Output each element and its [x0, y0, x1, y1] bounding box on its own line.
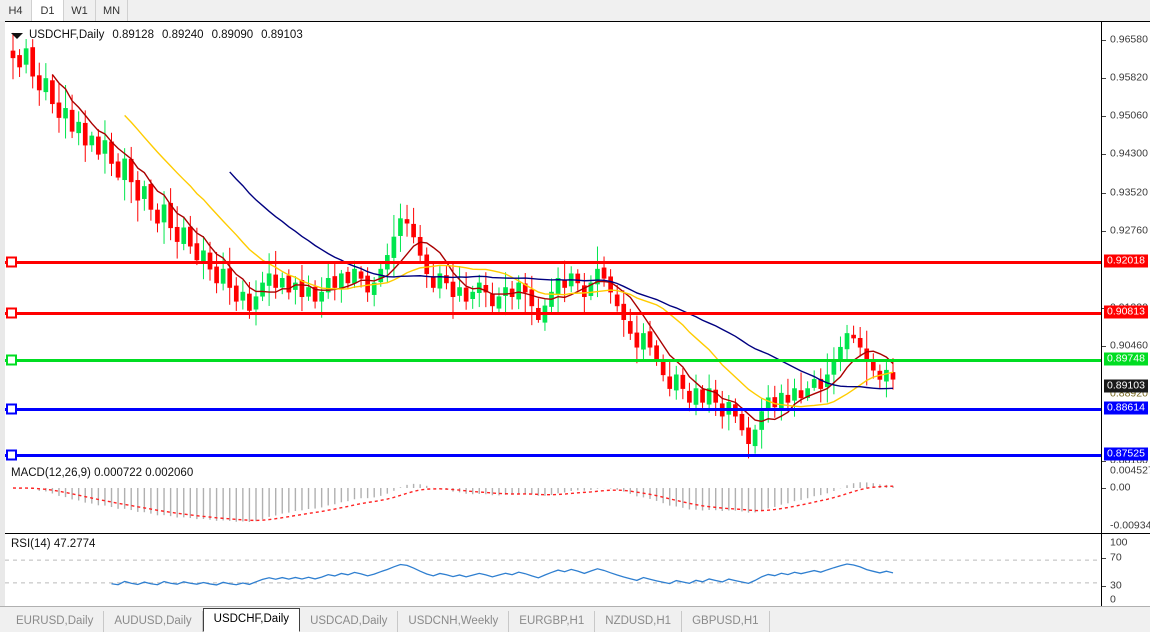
chart-window: USDCHF,Daily 0.89128 0.89240 0.89090 0.8… [0, 21, 1150, 620]
ohlc-close: 0.89103 [261, 29, 303, 41]
level-line-support-upper[interactable] [5, 408, 1101, 411]
level-anchor-resistance-lower[interactable] [6, 307, 17, 319]
level-anchor-resistance-upper[interactable] [6, 256, 17, 268]
rsi-pane[interactable]: RSI(14) 47.2774 [5, 534, 1101, 607]
price-series-plot [10, 32, 896, 459]
chart-tab-audusd-daily[interactable]: AUDUSD,Daily [104, 611, 203, 632]
chart-tab-eurgbp-h1[interactable]: EURGBP,H1 [509, 611, 596, 632]
timeframe-h4[interactable]: H4 [0, 0, 32, 21]
symbol-ohlc-header: USDCHF,Daily 0.89128 0.89240 0.89090 0.8… [11, 29, 303, 41]
chart-tab-nzdusd-h1[interactable]: NZDUSD,H1 [595, 611, 683, 632]
rsi-axis-label: 0 [1110, 593, 1116, 606]
chart-tab-gbpusd-h1[interactable]: GBPUSD,H1 [682, 611, 770, 632]
level-anchor-support-lower[interactable] [6, 449, 17, 461]
macd-axis-label: 0.004527 [1110, 464, 1150, 477]
price-axis-label: 0.88160 [1110, 454, 1148, 467]
level-anchor-pivot-green[interactable] [6, 354, 17, 366]
axis-tick [1102, 488, 1106, 489]
timeframe-mn[interactable]: MN [96, 0, 128, 21]
axis-tick [1102, 461, 1106, 462]
level-line-resistance-lower[interactable] [5, 312, 1101, 315]
rsi-indicator-label: RSI(14) 47.2774 [11, 538, 96, 550]
price-axis-label: 0.92760 [1110, 224, 1148, 237]
chart-tab-eurusd-daily[interactable]: EURUSD,Daily [6, 611, 105, 632]
axis-tick [1102, 154, 1106, 155]
price-axis-label: 0.94300 [1110, 147, 1148, 160]
toolbar-right-pad [1141, 0, 1150, 21]
symbol-title: USDCHF,Daily [29, 29, 105, 41]
rsi-axis-label: 70 [1110, 551, 1122, 564]
price-badge-resistance-lower[interactable]: 0.90813 [1104, 305, 1148, 319]
timeframe-w1[interactable]: W1 [64, 0, 96, 21]
price-axis-label: 0.95060 [1110, 109, 1148, 122]
ohlc-high: 0.89240 [161, 29, 204, 41]
ohlc-open: 0.89128 [112, 29, 154, 41]
price-axis-label: 0.95820 [1110, 71, 1148, 84]
macd-axis-label: 0.00 [1110, 481, 1131, 494]
axis-tick [1102, 231, 1106, 232]
toolbar-empty-area [128, 0, 1150, 21]
price-badge-support-upper[interactable]: 0.88614 [1104, 401, 1148, 415]
price-axis-label: 0.96580 [1110, 33, 1148, 46]
level-line-pivot-green[interactable] [5, 359, 1101, 362]
axis-tick [1102, 193, 1106, 194]
price-badge-resistance-upper[interactable]: 0.92018 [1104, 254, 1148, 268]
price-axis-label: 0.90460 [1110, 339, 1148, 352]
chart-tab-usdcad-daily[interactable]: USDCAD,Daily [300, 611, 399, 632]
axis-tick [1102, 558, 1106, 559]
axis-tick [1102, 586, 1106, 587]
level-anchor-support-upper[interactable] [6, 403, 17, 415]
price-pane[interactable]: USDCHF,Daily 0.89128 0.89240 0.89090 0.8… [5, 21, 1101, 464]
price-badge-pivot-green[interactable]: 0.89748 [1104, 352, 1148, 366]
chart-tab-bar: EURUSD,Daily AUDUSD,Daily USDCHF,Daily U… [0, 606, 1150, 632]
macd-indicator-label: MACD(12,26,9) 0.000722 0.002060 [11, 467, 194, 479]
rsi-axis-label: 100 [1110, 536, 1128, 549]
collapse-triangle-icon[interactable] [11, 33, 23, 39]
axis-tick [1102, 116, 1106, 117]
macd-axis: 0.004527 0.00 -0.009348 [1101, 463, 1150, 534]
macd-series-plot [12, 482, 894, 522]
chart-tab-usdchf-daily[interactable]: USDCHF,Daily [202, 608, 301, 632]
timeframe-d1[interactable]: D1 [32, 0, 64, 21]
price-axis-label-occluded: 0.88920 [1110, 387, 1148, 400]
axis-tick [1102, 40, 1106, 41]
axis-tick [1102, 78, 1106, 79]
macd-pane[interactable]: MACD(12,26,9) 0.000722 0.002060 [5, 463, 1101, 534]
price-badge-current-price: 0.89103 [1104, 379, 1148, 393]
macd-axis-label: -0.009348 [1110, 519, 1150, 532]
ohlc-low: 0.89090 [211, 29, 254, 41]
level-line-support-lower[interactable] [5, 454, 1101, 457]
price-axis[interactable]: 0.96580 0.95820 0.95060 0.94300 0.93520 … [1101, 21, 1150, 467]
level-line-resistance-upper[interactable] [5, 261, 1101, 264]
rsi-axis-label: 30 [1110, 579, 1122, 592]
price-badge-support-lower[interactable]: 0.87525 [1104, 447, 1148, 461]
rsi-axis: 100 70 30 0 [1101, 534, 1150, 607]
axis-tick [1102, 346, 1106, 347]
rsi-series-plot [5, 559, 1101, 586]
timeframe-toolbar: H4 D1 W1 MN [0, 0, 1150, 22]
price-axis-label: 0.93520 [1110, 186, 1148, 199]
chart-tab-usdcnh-weekly[interactable]: USDCNH,Weekly [398, 611, 510, 632]
